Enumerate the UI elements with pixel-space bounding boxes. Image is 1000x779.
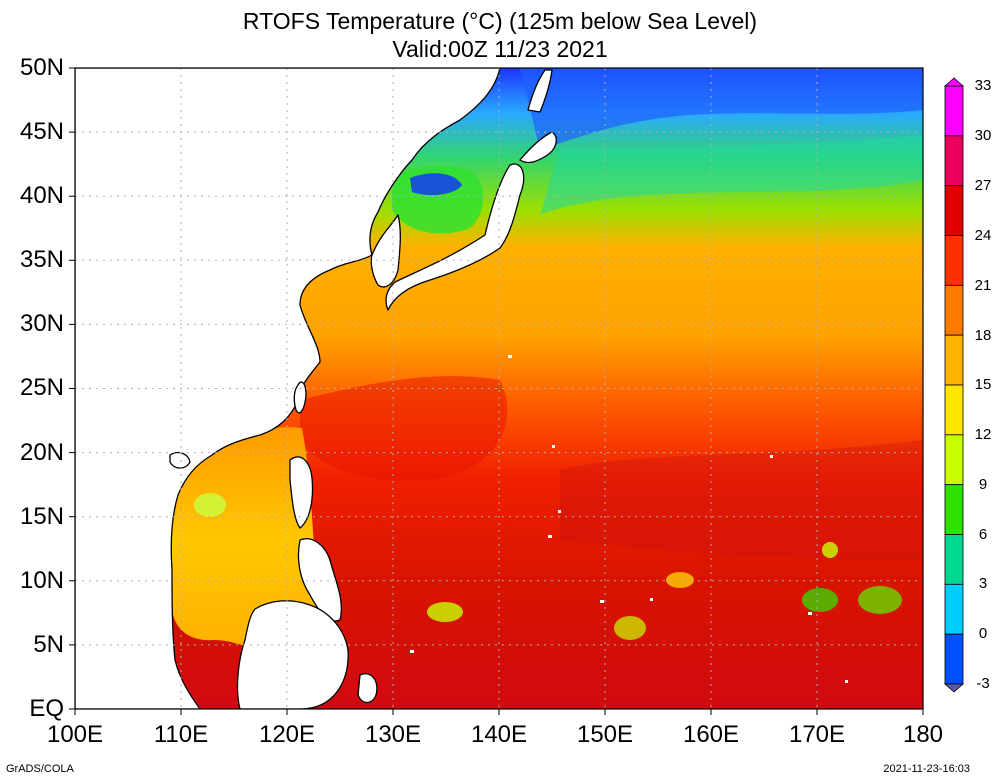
- colorbar-segment: [944, 484, 964, 535]
- lat-label-25n: 25N: [19, 374, 64, 401]
- lon-label-160e: 160E: [682, 721, 740, 748]
- lon-label-180: 180: [902, 721, 944, 748]
- lat-label-5n: 5N: [33, 631, 64, 658]
- lon-label-130e: 130E: [364, 721, 422, 748]
- lat-label-15n: 15N: [19, 503, 64, 530]
- lat-label-10n: 10N: [19, 567, 64, 594]
- colorbar: [943, 77, 965, 693]
- colorbar-max-arrow: [943, 77, 965, 87]
- lat-label-50n: 50N: [19, 54, 64, 81]
- lon-label-100e: 100E: [46, 721, 104, 748]
- colorbar-label: 15: [974, 376, 992, 393]
- colorbar-segment: [944, 534, 964, 585]
- lat-label-30n: 30N: [19, 310, 64, 337]
- colorbar-label: 18: [974, 327, 992, 344]
- lat-label-20n: 20N: [19, 439, 64, 466]
- lat-label-35n: 35N: [19, 246, 64, 273]
- colorbar-label: 6: [978, 526, 988, 543]
- colorbar-label: 24: [974, 227, 992, 244]
- south-china-sea: [172, 427, 318, 653]
- colorbar-label: 12: [974, 426, 992, 443]
- colorbar-segment: [944, 633, 964, 685]
- lat-label-45n: 45N: [19, 118, 64, 145]
- colorbar-label: 33: [974, 77, 992, 94]
- colorbar-segment: [944, 284, 964, 336]
- colorbar-label: 0: [978, 625, 988, 642]
- colorbar-segment: [944, 185, 964, 236]
- colorbar-label: 30: [974, 127, 992, 144]
- lat-label-40n: 40N: [19, 182, 64, 209]
- colorbar-segment: [944, 384, 964, 436]
- colorbar-label: 9: [978, 476, 988, 493]
- land-masses: [75, 68, 557, 709]
- lon-label-170e: 170E: [788, 721, 846, 748]
- map-subtitle: Valid:00Z 11/23 2021: [392, 36, 608, 62]
- map-grid: [75, 68, 923, 709]
- colorbar-label: 21: [974, 277, 992, 294]
- lon-label-150e: 150E: [576, 721, 634, 748]
- colorbar-segment: [944, 85, 964, 137]
- lon-label-110e: 110E: [153, 721, 209, 748]
- lon-label-120e: 120E: [258, 721, 316, 748]
- map-title: RTOFS Temperature (°C) (125m below Sea L…: [242, 8, 758, 34]
- axis-ticks: [69, 67, 924, 715]
- colorbar-label: 27: [974, 177, 992, 194]
- colorbar-segment: [944, 235, 964, 286]
- colorbar-segment: [944, 334, 964, 386]
- colorbar-min-arrow: [943, 683, 965, 693]
- colorbar-segment: [944, 583, 964, 635]
- footer-credit: GrADS/COLA: [6, 763, 74, 775]
- colorbar-segment: [944, 135, 964, 187]
- colorbar-label: -3: [976, 675, 990, 692]
- lat-label-eq: EQ: [29, 695, 64, 722]
- colorbar-segment: [944, 434, 964, 486]
- footer-timestamp: 2021-11-23-16:03: [883, 763, 970, 775]
- colorbar-label: 3: [978, 575, 988, 592]
- island-specks: [410, 355, 848, 683]
- lon-label-140e: 140E: [470, 721, 528, 748]
